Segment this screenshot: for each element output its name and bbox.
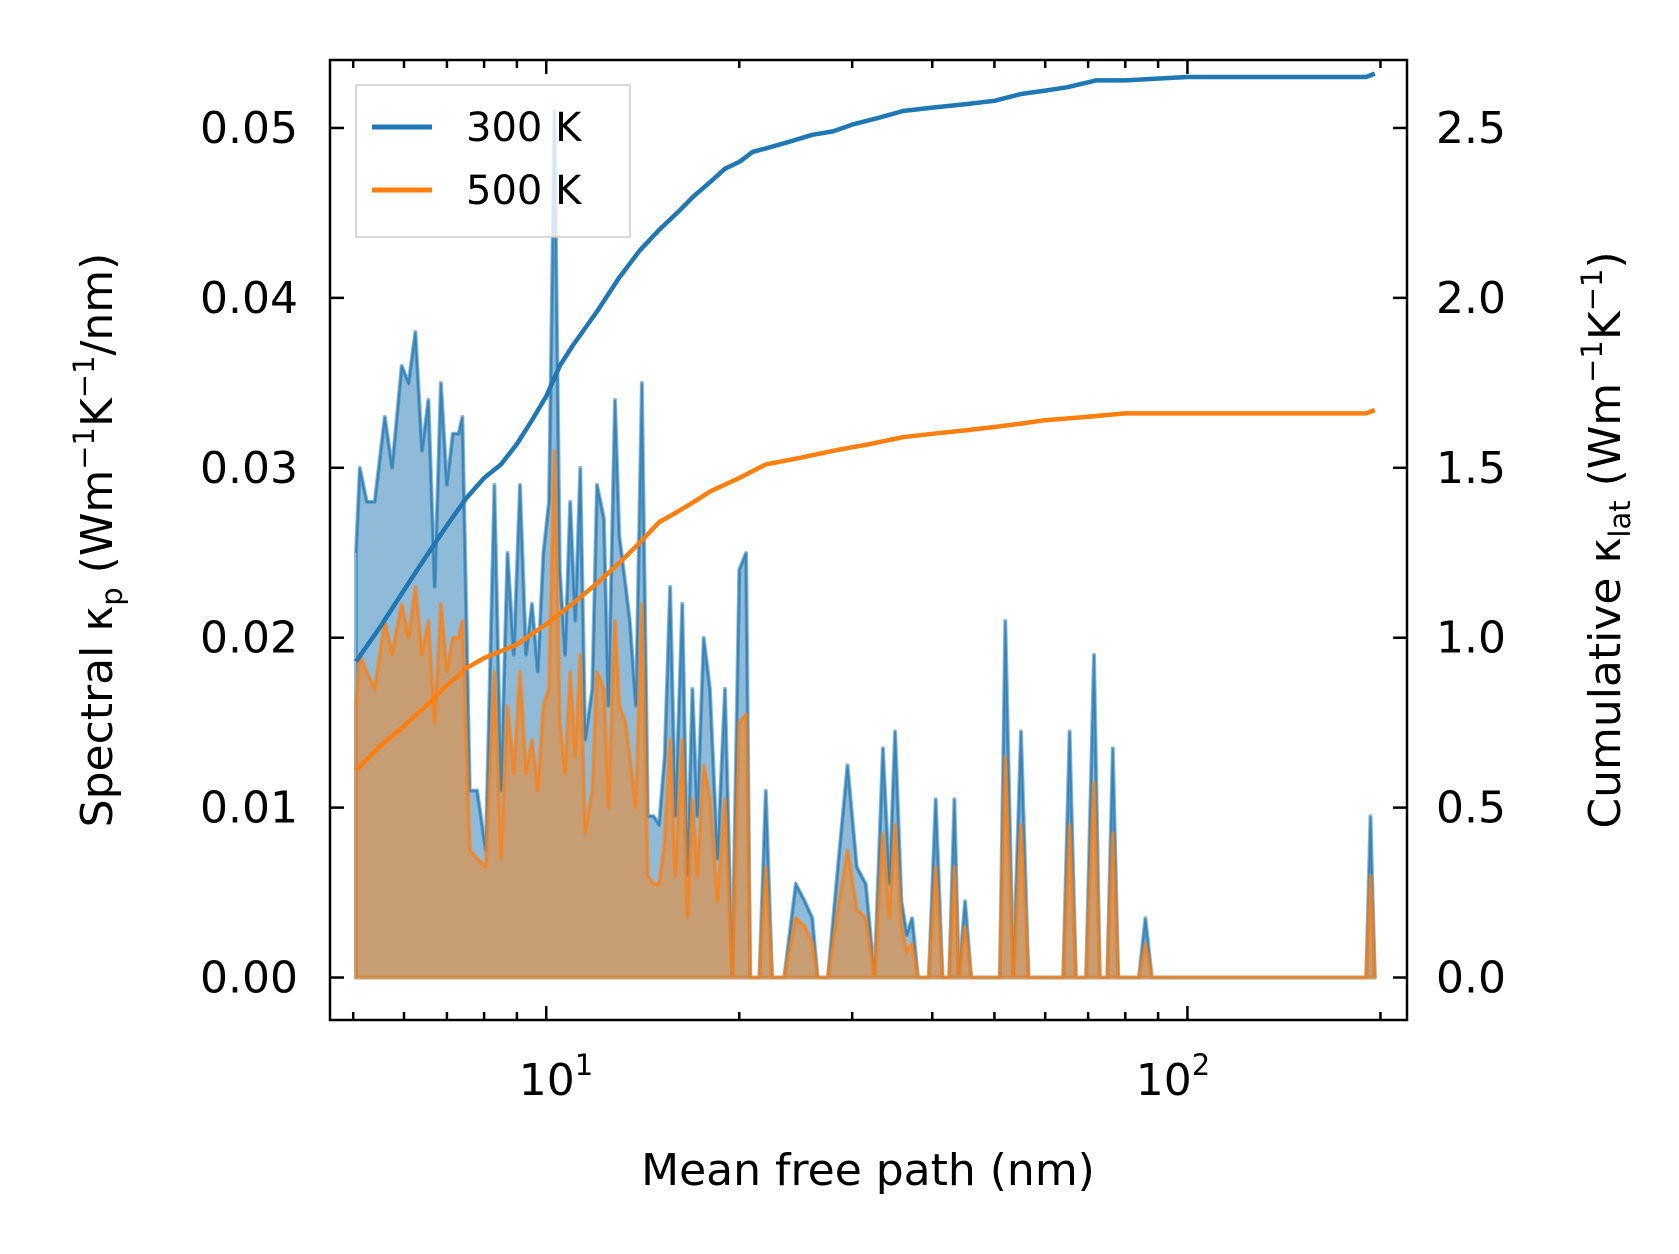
y-tick-label: 0.00: [200, 953, 298, 1004]
y2-tick-label: 2.0: [1436, 273, 1506, 324]
y-axis-title: Spectral κp (Wm−1K−1/nm): [67, 253, 129, 828]
x-tick-label-100: 102: [1136, 1048, 1210, 1106]
y2-tick-label: 1.0: [1436, 613, 1506, 664]
y-tick-label: 0.01: [200, 783, 298, 834]
y-tick-label: 0.02: [200, 613, 298, 664]
y2-tick-label: 0.5: [1436, 783, 1506, 834]
y2-axis-title: Cumulative κlat (Wm−1K−1): [1575, 251, 1637, 828]
spectral-areas: [354, 109, 1377, 980]
y2-tick-label: 0.0: [1436, 953, 1506, 1004]
x-tick-label-10: 101: [519, 1048, 593, 1106]
cumulative-lines: [354, 71, 1376, 772]
cumulative-line-300k: [354, 71, 1376, 663]
legend: 300 K 500 K: [355, 84, 631, 238]
y-tick-label: 0.03: [200, 443, 298, 494]
y-tick-label: 0.05: [200, 103, 298, 154]
spectral-line-500k: [355, 450, 1376, 979]
y-tick-label: 0.04: [200, 273, 298, 324]
y2-tick-label: 1.5: [1436, 443, 1506, 494]
plot-frame: [328, 58, 1409, 1022]
axis-ticks: [330, 60, 1407, 1020]
x-axis-title: Mean free path (nm): [641, 1145, 1095, 1196]
y2-tick-label: 2.5: [1436, 103, 1506, 154]
legend-label-300k: 300 K: [466, 105, 583, 151]
legend-box: [355, 84, 631, 238]
cumulative-line-500k: [354, 407, 1376, 772]
legend-label-500k: 500 K: [466, 168, 583, 214]
